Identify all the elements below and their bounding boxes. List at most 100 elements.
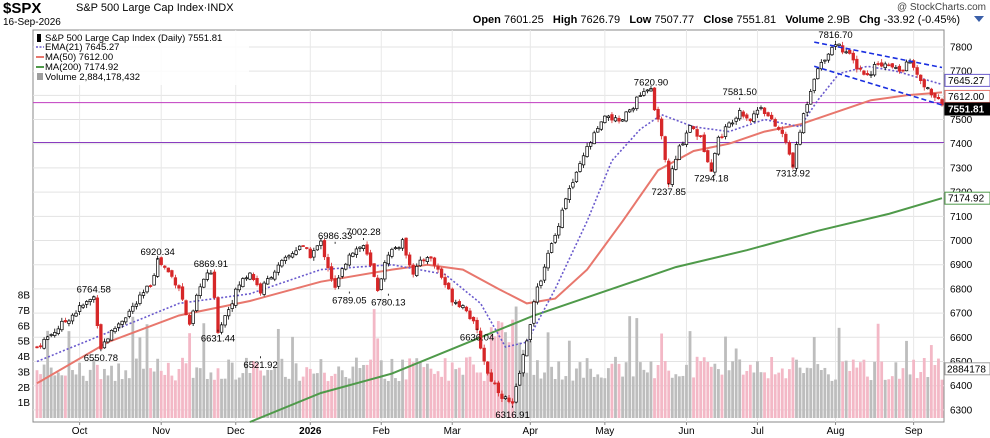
candle-body — [652, 87, 657, 111]
candle-body — [251, 274, 256, 281]
candle-body — [148, 285, 153, 287]
candle-body — [688, 125, 692, 133]
trend-channel — [814, 41, 943, 106]
candle-body — [766, 112, 770, 117]
candle-body — [635, 96, 639, 110]
candle-body — [411, 264, 415, 275]
volume-bar — [706, 361, 710, 418]
right-label-box — [944, 73, 990, 87]
annotation-label: 7816.70 — [818, 30, 852, 41]
candle-body — [624, 111, 628, 122]
candle-body — [376, 277, 380, 291]
y-axis: 6300640065006600670068006900700071007200… — [950, 42, 973, 416]
candle-body — [280, 260, 284, 267]
candle-body — [322, 240, 327, 258]
y-tick-label: 7100 — [950, 212, 973, 223]
volume-bar — [450, 362, 454, 418]
candle-body — [156, 258, 160, 277]
volume-bar — [117, 363, 121, 418]
candle-body — [670, 168, 674, 185]
candle-body — [738, 110, 742, 120]
right-label-box — [944, 89, 990, 103]
volume-bar — [901, 368, 905, 418]
volume-bar — [809, 368, 813, 418]
candle-body — [929, 88, 934, 96]
candle-body — [170, 270, 174, 277]
volume-bar — [156, 358, 160, 418]
volume-bar — [482, 380, 486, 418]
volume-bar — [830, 380, 834, 418]
candle-body — [191, 310, 195, 324]
volume-bar — [635, 318, 639, 418]
candle-body — [691, 126, 696, 130]
volume-bar — [284, 376, 287, 418]
candle-body — [77, 305, 82, 312]
candle-body — [486, 361, 490, 374]
candle-body — [599, 121, 603, 130]
volume-bar — [504, 332, 507, 418]
candle-body — [209, 272, 213, 275]
volume-bar — [344, 377, 348, 418]
candle-body — [741, 111, 745, 117]
volume-bar — [340, 370, 344, 418]
volume-bar — [876, 323, 880, 418]
volume-bar — [106, 375, 110, 418]
legend-item-ma200: MA(200) 7174.92 — [36, 62, 118, 73]
x-tick-label: Jul — [751, 426, 764, 437]
volume-bar — [816, 364, 820, 418]
y-tick-label: 6700 — [950, 309, 973, 320]
candle-body — [855, 58, 859, 70]
candle-body — [294, 250, 298, 255]
volume-label: Volume — [785, 14, 825, 26]
volume-bar — [149, 368, 152, 418]
volume-bar — [496, 321, 500, 418]
candle-body — [528, 324, 532, 340]
volume-bar — [617, 363, 621, 418]
candle-body — [546, 252, 550, 269]
volume-bar — [248, 373, 252, 418]
horizontal-lines — [33, 102, 944, 144]
volume-bar — [649, 361, 653, 418]
candle-body — [578, 163, 582, 172]
volume-bar — [319, 359, 323, 418]
candle-body — [63, 320, 68, 323]
volume-bar — [677, 376, 681, 418]
volume-bar — [145, 324, 149, 418]
channel-line — [814, 41, 943, 69]
candle-body — [468, 310, 472, 320]
x-axis: Oct Nov Dec 2026 Feb Mar Apr May Jun Jul Aug Sep — [72, 422, 923, 437]
candle-body — [365, 244, 369, 255]
y-tick-label: 7400 — [950, 139, 973, 150]
volume-bar — [699, 361, 703, 418]
volume-bar — [216, 368, 220, 418]
candle-body — [574, 171, 579, 183]
right-label-text: 7174.92 — [948, 194, 985, 205]
candle-body — [216, 297, 220, 333]
candle-body — [319, 240, 323, 246]
volume-bar — [656, 365, 660, 418]
volume-bar — [110, 365, 113, 418]
volume-bar — [177, 368, 181, 418]
volume-bar — [933, 365, 937, 418]
volume-bar — [422, 367, 426, 418]
volume-bar — [131, 316, 135, 418]
candle-body — [180, 286, 185, 300]
candle-body — [301, 245, 305, 247]
volume-bar — [777, 372, 781, 418]
candle-body — [592, 132, 596, 145]
volume-bar — [92, 359, 96, 418]
volume-bar — [347, 378, 351, 418]
chart-menu-icon[interactable] — [974, 16, 984, 22]
exchange: INDX — [207, 2, 234, 14]
candle-body — [571, 182, 575, 188]
legend-box — [34, 31, 249, 85]
low-value: 7507.77 — [654, 14, 695, 26]
candle-body — [237, 284, 241, 291]
volume-bar — [780, 368, 784, 418]
y-tick-label: 7300 — [950, 163, 973, 174]
volume-bar — [315, 373, 319, 418]
x-tick-label: Feb — [373, 426, 391, 437]
volume-bar — [433, 373, 436, 418]
volume-bar — [929, 345, 933, 418]
volume-bar — [937, 358, 940, 418]
